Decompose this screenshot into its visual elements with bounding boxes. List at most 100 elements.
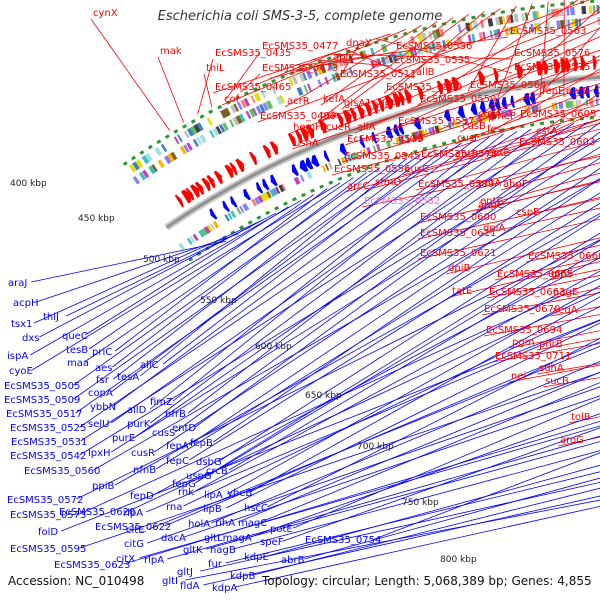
reverse-gene-arrow — [479, 101, 487, 114]
forward-gene-arrow — [493, 68, 499, 83]
forward-gene-arrow — [229, 162, 238, 176]
feature-stripe — [435, 29, 441, 38]
gene-label-bottom: magC — [238, 518, 267, 529]
forward-gene-arrow — [262, 144, 271, 159]
feature-stripe — [303, 84, 309, 94]
callout-line — [283, 427, 600, 542]
callout-line — [227, 285, 600, 495]
reverse-gene-arrow — [393, 124, 400, 137]
callout-line — [110, 149, 435, 393]
callout-line — [149, 345, 600, 530]
forward-gene-arrow — [451, 76, 460, 92]
gene-label-bottom: maa — [67, 358, 89, 369]
gene-label-top: ahpF — [503, 179, 528, 190]
forward-gene-arrow — [384, 95, 394, 110]
callout-line — [203, 73, 213, 107]
callout-line — [157, 56, 184, 123]
gene-label-bottom: gltLmagA — [204, 533, 252, 544]
gene-label-top: EcSMS35_0556 — [334, 164, 410, 175]
feature-stripe — [255, 105, 262, 115]
feature-stripe — [275, 186, 281, 194]
gene-label-bottom: EcSMS35_0573 — [10, 510, 86, 521]
gene-label-bottom: abrB — [281, 555, 305, 566]
feature-stripe — [395, 137, 401, 145]
forward-gene-arrow — [477, 71, 486, 86]
feature-stripe — [230, 104, 238, 114]
feature-stripe — [478, 32, 484, 41]
callout-line — [250, 296, 600, 493]
gene-label-top: ahpC — [478, 200, 504, 211]
gene-label-bottom: rlpA — [144, 555, 164, 566]
gene-callout-lines — [30, 0, 600, 588]
gene-label-top: entA — [478, 178, 501, 189]
feature-stripe — [521, 12, 526, 22]
gene-label-bottom: EcSMS35_0542 — [10, 451, 86, 462]
callout-line — [331, 104, 600, 176]
gene-label-bottom: crcB — [206, 466, 228, 477]
reverse-gene-arrow — [230, 196, 238, 208]
feature-stripe — [559, 19, 565, 29]
feature-stripe — [178, 242, 186, 251]
callout-line — [66, 226, 251, 317]
callout-line — [445, 237, 600, 275]
callout-line — [341, 14, 469, 110]
feature-stripe — [592, 5, 596, 14]
gene-label-top: nagE — [553, 287, 578, 298]
gene-label-top: cysS — [401, 133, 424, 144]
gene-label-top: EcSMS35_0605 — [520, 109, 596, 120]
feature-stripe — [293, 176, 301, 185]
gene-label-top: dnaX — [346, 38, 372, 49]
callout-line — [206, 441, 600, 550]
feature-stripe — [534, 104, 539, 113]
feature-stripe — [251, 198, 258, 207]
gene-label-bottom: ybbN — [90, 402, 116, 413]
reverse-gene-arrow — [243, 188, 252, 201]
callout-line — [418, 98, 600, 161]
gene-label-top: fepE — [542, 86, 564, 97]
gene-label-top: cof — [224, 94, 240, 105]
feature-stripe — [494, 16, 501, 26]
reverse-gene-arrow — [470, 102, 478, 116]
gene-label-top: EcSMS35_0711 — [495, 351, 571, 362]
gene-label-top: EcSMS35_0578 — [421, 149, 497, 160]
feature-stripe — [212, 127, 220, 137]
callout-line — [79, 372, 600, 549]
reverse-gene-arrow — [523, 93, 531, 106]
forward-gene-arrow — [364, 102, 372, 117]
feature-stripe — [457, 24, 462, 33]
gene-label-top: EcSMS35_0665 — [497, 269, 573, 280]
gene-label-top: arcC — [347, 181, 370, 192]
callout-line — [218, 215, 600, 462]
feature-stripe — [437, 124, 442, 133]
reverse-gene-arrow — [222, 200, 231, 212]
feature-stripe — [531, 105, 536, 113]
gene-label-top: allR — [373, 100, 392, 111]
feature-stripe — [243, 98, 251, 107]
feature-stripe — [179, 146, 187, 155]
forward-gene-arrow — [305, 124, 315, 139]
callout-line — [517, 27, 600, 121]
feature-stripe — [530, 23, 535, 32]
callout-line — [153, 257, 600, 496]
gene-label-bottom: kdpB — [230, 571, 255, 582]
feature-stripe — [222, 122, 229, 131]
feature-stripe — [272, 187, 279, 196]
callout-line — [533, 92, 600, 138]
feature-stripe — [266, 191, 272, 199]
feature-stripe — [480, 19, 485, 29]
callout-line — [254, 48, 345, 86]
callout-line — [115, 213, 600, 486]
gene-label-bottom: rnk — [178, 487, 194, 498]
callout-line — [80, 123, 574, 442]
forward-gene-arrow — [371, 100, 378, 115]
callout-line — [73, 153, 421, 400]
feature-stripe — [245, 110, 252, 120]
feature-stripe — [250, 95, 256, 104]
callout-line — [76, 239, 600, 500]
forward-gene-arrow — [269, 141, 279, 155]
reverse-gene-arrow — [305, 157, 314, 170]
feature-stripe — [343, 155, 349, 164]
feature-stripe — [265, 100, 274, 110]
feature-stripe — [253, 92, 262, 102]
